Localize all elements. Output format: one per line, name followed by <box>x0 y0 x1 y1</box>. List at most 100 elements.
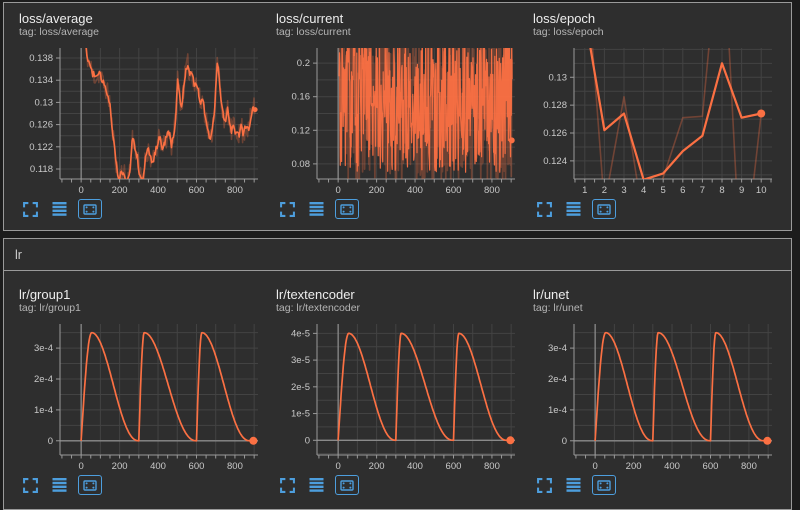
fit-domain-button[interactable] <box>78 475 102 495</box>
chart-tag: tag: lr/unet <box>533 302 583 314</box>
svg-text:400: 400 <box>664 461 680 471</box>
runs-selector-button[interactable] <box>49 475 69 495</box>
chart-toolbar <box>277 198 523 220</box>
chart-tag: tag: loss/epoch <box>533 26 604 38</box>
svg-text:400: 400 <box>407 461 423 471</box>
fit-domain-button[interactable] <box>592 199 616 219</box>
chart-tag: tag: lr/textencoder <box>276 302 361 314</box>
svg-text:200: 200 <box>369 185 385 195</box>
lr-section-label: lr <box>15 247 22 262</box>
svg-text:8: 8 <box>719 185 724 195</box>
svg-text:2e-4: 2e-4 <box>548 374 567 385</box>
svg-text:0: 0 <box>335 461 340 471</box>
runs-selector-button[interactable] <box>563 475 583 495</box>
chart-toolbar <box>20 474 266 496</box>
fit-domain-icon <box>83 479 97 491</box>
svg-text:2e-4: 2e-4 <box>34 374 53 385</box>
chart-canvas[interactable]: 0 200 400 600 800 0 1e-4 2e-4 3e-4 <box>524 317 776 471</box>
chart-canvas[interactable]: 0 200 400 600 800 0.118 0.122 0.126 0.13 0.134 0.1… <box>10 41 262 195</box>
svg-text:0: 0 <box>335 185 340 195</box>
fullscreen-button[interactable] <box>20 199 40 219</box>
chart-tag: tag: loss/average <box>19 26 99 38</box>
svg-text:5: 5 <box>661 185 666 195</box>
svg-text:600: 600 <box>189 461 205 471</box>
chart-toolbar <box>277 474 523 496</box>
svg-text:0.13: 0.13 <box>549 72 568 83</box>
fit-domain-icon <box>340 203 354 215</box>
svg-text:600: 600 <box>189 185 205 195</box>
fit-domain-button[interactable] <box>335 199 359 219</box>
svg-text:0: 0 <box>78 185 83 195</box>
fullscreen-icon <box>536 477 552 493</box>
svg-text:200: 200 <box>112 461 128 471</box>
svg-text:4: 4 <box>641 185 646 195</box>
chart-title: lr/unet <box>533 287 570 302</box>
svg-text:0.2: 0.2 <box>297 58 310 69</box>
svg-text:400: 400 <box>150 185 166 195</box>
chart-toolbar <box>534 198 780 220</box>
lr-section-header[interactable]: lr <box>3 238 792 271</box>
chart-title: lr/textencoder <box>276 287 355 302</box>
svg-text:1e-4: 1e-4 <box>34 405 53 416</box>
fullscreen-button[interactable] <box>277 199 297 219</box>
fit-domain-button[interactable] <box>335 475 359 495</box>
chart-card-loss-current: loss/current tag: loss/current 0 200 400 60… <box>267 6 523 220</box>
svg-text:600: 600 <box>446 461 462 471</box>
chart-tag: tag: lr/group1 <box>19 302 81 314</box>
fit-domain-icon <box>340 479 354 491</box>
chart-canvas[interactable]: 0 200 400 600 800 0 1e-4 2e-4 3e-4 <box>10 317 262 471</box>
svg-text:0: 0 <box>48 436 53 447</box>
svg-text:0.138: 0.138 <box>29 53 53 64</box>
svg-text:600: 600 <box>446 185 462 195</box>
svg-text:3: 3 <box>621 185 626 195</box>
fullscreen-button[interactable] <box>277 475 297 495</box>
fit-domain-button[interactable] <box>592 475 616 495</box>
chart-canvas[interactable]: 0 200 400 600 800 0.08 0.12 0.16 0.2 <box>267 41 519 195</box>
svg-text:800: 800 <box>741 461 757 471</box>
svg-text:3e-4: 3e-4 <box>34 343 53 354</box>
chart-canvas[interactable]: 0 200 400 600 800 0 1e-5 2e-5 3e-5 4e-5 <box>267 317 519 471</box>
svg-text:1e-5: 1e-5 <box>291 409 310 420</box>
svg-text:7: 7 <box>700 185 705 195</box>
horizontal-lines-icon <box>309 478 323 492</box>
chart-canvas[interactable]: 1 2 3 4 5 6 7 8 9 10 0.124 0.126 0.128 0.13 <box>524 41 776 195</box>
horizontal-lines-icon <box>566 202 580 216</box>
chart-card-loss-average: loss/average tag: loss/average 0 200 400 60… <box>10 6 266 220</box>
svg-text:0.16: 0.16 <box>292 92 311 103</box>
svg-text:600: 600 <box>703 461 719 471</box>
runs-selector-button[interactable] <box>306 475 326 495</box>
fullscreen-button[interactable] <box>534 199 554 219</box>
svg-text:0.128: 0.128 <box>543 100 567 111</box>
runs-selector-button[interactable] <box>306 199 326 219</box>
fullscreen-icon <box>22 201 38 217</box>
svg-text:0.126: 0.126 <box>543 128 567 139</box>
svg-text:0: 0 <box>78 461 83 471</box>
fit-domain-button[interactable] <box>78 199 102 219</box>
chart-card-lr-unet: lr/unet tag: lr/unet 0 200 400 600 800 0 1e-4 2… <box>524 282 780 496</box>
horizontal-lines-icon <box>309 202 323 216</box>
fullscreen-icon <box>22 477 38 493</box>
runs-selector-button[interactable] <box>49 199 69 219</box>
chart-title: lr/group1 <box>19 287 71 302</box>
svg-text:2: 2 <box>602 185 607 195</box>
fullscreen-icon <box>536 201 552 217</box>
horizontal-lines-icon <box>52 478 66 492</box>
chart-tag: tag: loss/current <box>276 26 351 38</box>
runs-selector-button[interactable] <box>563 199 583 219</box>
chart-toolbar <box>534 474 780 496</box>
chart-toolbar <box>20 198 266 220</box>
svg-text:0: 0 <box>562 436 567 447</box>
fit-domain-icon <box>83 203 97 215</box>
horizontal-lines-icon <box>566 478 580 492</box>
fullscreen-button[interactable] <box>534 475 554 495</box>
svg-text:400: 400 <box>150 461 166 471</box>
svg-text:200: 200 <box>626 461 642 471</box>
svg-text:1e-4: 1e-4 <box>548 405 567 416</box>
svg-text:0.118: 0.118 <box>30 164 53 175</box>
svg-text:0: 0 <box>592 461 597 471</box>
svg-text:10: 10 <box>756 185 767 195</box>
horizontal-lines-icon <box>52 202 66 216</box>
svg-text:400: 400 <box>407 185 423 195</box>
svg-text:800: 800 <box>484 461 500 471</box>
fullscreen-button[interactable] <box>20 475 40 495</box>
